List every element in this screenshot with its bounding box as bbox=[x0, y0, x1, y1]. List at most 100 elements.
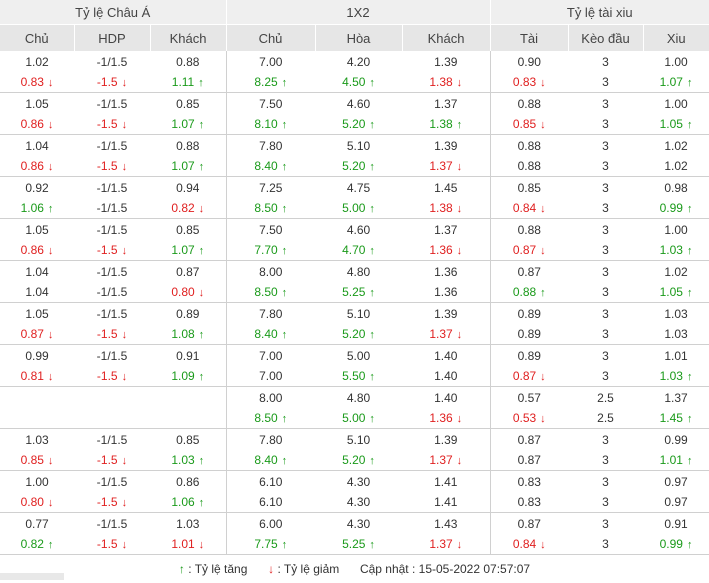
current-odds: 1.07 ↑ bbox=[150, 240, 226, 260]
current-odds-value: 1.04 bbox=[25, 285, 49, 299]
arrow-down-icon: ↓ bbox=[121, 77, 128, 89]
current-odds-value: 1.38 bbox=[429, 117, 453, 131]
arrow-down-icon: ↓ bbox=[540, 245, 546, 257]
odds-cell: -1/1.5 -1/1.5 bbox=[74, 260, 150, 303]
opening-odds: 0.92 bbox=[25, 181, 49, 195]
current-odds: 0.86 ↓ bbox=[0, 156, 74, 176]
arrow-down-icon: ↓ bbox=[47, 497, 54, 509]
current-odds-value: 3 bbox=[602, 201, 609, 215]
opening-odds: 0.90 bbox=[517, 55, 541, 69]
odds-cell: 0.91 0.99 ↑ bbox=[643, 512, 709, 555]
odds-cell: 0.85 0.84 ↓ bbox=[489, 176, 568, 219]
current-odds-value: 1.37 bbox=[429, 453, 453, 467]
current-odds-value: 0.84 bbox=[512, 537, 537, 551]
odds-cell: 4.30 4.30 bbox=[315, 470, 402, 513]
current-odds-value: 1.05 bbox=[659, 117, 683, 131]
current-odds: 1.37 ↓ bbox=[402, 156, 490, 176]
opening-odds: 6.00 bbox=[259, 517, 283, 531]
opening-odds: 0.99 bbox=[25, 349, 49, 363]
arrow-down-icon: ↓ bbox=[456, 539, 463, 551]
current-odds-value: 1.05 bbox=[659, 285, 683, 299]
odds-cell: 7.00 7.00 bbox=[225, 344, 315, 387]
current-odds-value: 3 bbox=[602, 495, 609, 509]
odds-cell: 0.99 1.01 ↑ bbox=[643, 428, 709, 471]
arrow-down-icon: ↓ bbox=[47, 161, 54, 173]
odds-cell: 0.88 1.07 ↑ bbox=[150, 134, 226, 177]
current-odds: 1.38 ↓ bbox=[402, 72, 490, 92]
odds-cell: 4.60 4.70 ↑ bbox=[315, 218, 402, 261]
current-odds: 7.75 ↑ bbox=[227, 534, 316, 554]
current-odds-value: 7.70 bbox=[254, 243, 278, 257]
current-odds: 5.20 ↑ bbox=[315, 324, 402, 344]
arrow-down-icon: ↓ bbox=[121, 161, 128, 173]
current-odds: 1.37 ↓ bbox=[402, 450, 490, 470]
odds-cell: 1.05 0.87 ↓ bbox=[0, 302, 74, 345]
odds-cell: 1.39 1.37 ↓ bbox=[402, 428, 490, 471]
current-odds: 3 bbox=[568, 72, 643, 92]
odds-cell: 0.85 1.07 ↑ bbox=[150, 218, 226, 261]
odds-cell: 0.91 1.09 ↑ bbox=[150, 344, 226, 387]
arrow-up-icon: ↑ bbox=[281, 245, 288, 257]
current-odds-value: 0.81 bbox=[20, 369, 44, 383]
current-odds: 0.82 ↑ bbox=[0, 534, 74, 554]
odds-cell: 0.86 1.06 ↑ bbox=[150, 470, 226, 513]
col-header-under: Xiu bbox=[642, 24, 709, 51]
current-odds-value: 1.09 bbox=[171, 369, 195, 383]
current-odds: 0.99 ↑ bbox=[643, 198, 709, 218]
current-odds: 0.83 ↓ bbox=[0, 72, 74, 92]
current-odds-value: 0.99 bbox=[659, 537, 683, 551]
table-row: 1.02 0.83 ↓ -1/1.5 -1.5 ↓ 0.88 1.11 ↑ 7.00 8.25 ↑ 4.… bbox=[0, 51, 709, 93]
current-odds: 8.40 ↑ bbox=[227, 450, 316, 470]
opening-odds: 1.39 bbox=[434, 55, 458, 69]
odds-cell: 1.37 1.36 ↓ bbox=[402, 218, 490, 261]
col-header-away: Khách bbox=[149, 24, 226, 51]
opening-odds: 0.87 bbox=[517, 433, 541, 447]
odds-cell: 1.00 1.07 ↑ bbox=[643, 51, 709, 93]
arrow-up-icon: ↑ bbox=[198, 497, 205, 509]
current-odds-value: 1.36 bbox=[434, 285, 458, 299]
table-row: 1.03 0.85 ↓ -1/1.5 -1.5 ↓ 0.85 1.03 ↑ 7.80 8.40 ↑ 5.… bbox=[0, 428, 709, 471]
current-odds: 4.50 ↑ bbox=[315, 72, 402, 92]
current-odds: -1/1.5 bbox=[74, 198, 150, 218]
current-odds: 5.00 ↑ bbox=[315, 198, 402, 218]
current-odds: 8.10 ↑ bbox=[227, 114, 316, 134]
current-odds-value: 0.53 bbox=[512, 411, 537, 425]
opening-odds: 1.39 bbox=[434, 433, 458, 447]
arrow-down-icon: ↓ bbox=[540, 203, 546, 215]
current-odds-value: 1.07 bbox=[659, 75, 683, 89]
current-odds: 0.53 ↓ bbox=[491, 408, 569, 428]
arrow-up-icon: ↑ bbox=[369, 287, 375, 299]
current-odds: 2.5 bbox=[568, 408, 643, 428]
arrow-up-icon: ↑ bbox=[686, 371, 693, 383]
current-odds: 1.40 bbox=[402, 366, 490, 386]
current-odds: 5.00 ↑ bbox=[315, 408, 402, 428]
current-odds-value: 1.03 bbox=[664, 327, 688, 341]
horizontal-scrollbar[interactable] bbox=[0, 573, 64, 580]
current-odds-value: 1.07 bbox=[171, 117, 195, 131]
opening-odds: 0.83 bbox=[517, 475, 541, 489]
odds-cell: 0.94 0.82 ↓ bbox=[150, 176, 226, 219]
current-odds-value: 0.87 bbox=[512, 243, 537, 257]
current-odds: 1.07 ↑ bbox=[150, 156, 226, 176]
arrow-down-icon: ↓ bbox=[540, 539, 546, 551]
current-odds: 1.08 ↑ bbox=[150, 324, 226, 344]
current-odds: 3 bbox=[568, 492, 643, 512]
odds-cell: -1/1.5 -1.5 ↓ bbox=[74, 428, 150, 471]
opening-odds: 1.40 bbox=[434, 391, 458, 405]
opening-odds: 1.05 bbox=[25, 223, 49, 237]
table-row: 1.04 0.86 ↓ -1/1.5 -1.5 ↓ 0.88 1.07 ↑ 7.80 8.40 ↑ 5.… bbox=[0, 134, 709, 177]
current-odds-value: -1.5 bbox=[96, 537, 118, 551]
odds-cell: -1/1.5 -1.5 ↓ bbox=[74, 92, 150, 135]
odds-cell: 0.98 0.99 ↑ bbox=[643, 176, 709, 219]
opening-odds: 1.03 bbox=[176, 517, 200, 531]
arrow-up-icon: ↑ bbox=[686, 455, 693, 467]
odds-cell: 7.50 8.10 ↑ bbox=[225, 92, 316, 135]
current-odds-value: 0.97 bbox=[664, 495, 688, 509]
opening-odds: 1.00 bbox=[25, 475, 49, 489]
current-odds: 3 bbox=[568, 240, 643, 260]
opening-odds bbox=[150, 388, 226, 408]
opening-odds: 0.85 bbox=[176, 223, 200, 237]
odds-cell: -1/1.5 -1.5 ↓ bbox=[74, 218, 150, 261]
odds-cell: 0.89 0.89 bbox=[489, 302, 568, 345]
